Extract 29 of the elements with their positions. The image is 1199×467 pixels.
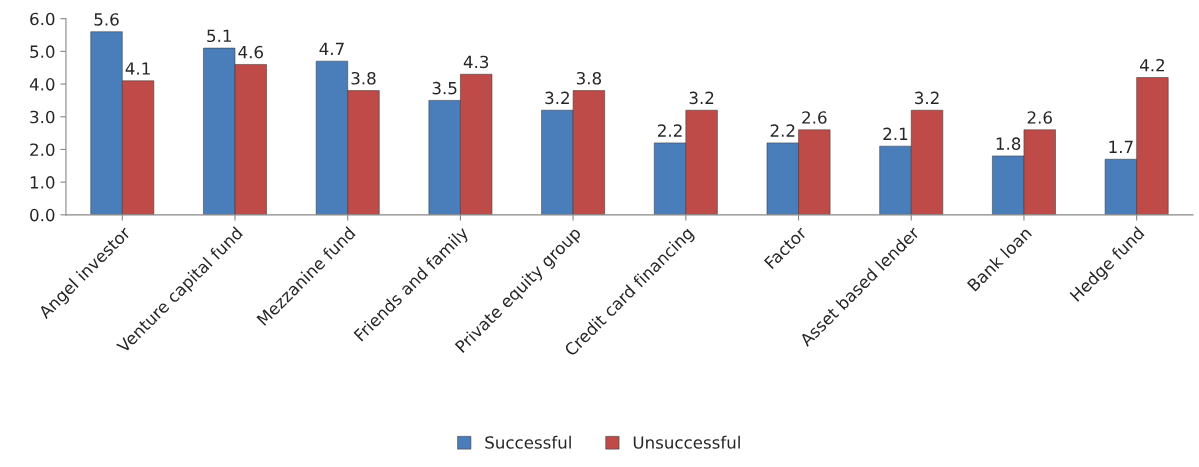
y-tick-label: 1.0 (30, 176, 55, 189)
data-label: 4.1 (125, 62, 150, 75)
data-label: 2.6 (802, 111, 827, 124)
data-label: 4.2 (1139, 58, 1165, 72)
legend-label: Successful (485, 435, 571, 449)
y-tick-label: 2.0 (30, 143, 55, 157)
y-tick-label: 3.0 (30, 110, 55, 124)
data-label: 1.7 (1109, 140, 1133, 153)
data-label: 3.2 (689, 91, 714, 105)
data-label: 2.1 (883, 127, 908, 140)
data-label: 3.2 (915, 91, 939, 105)
data-label: 3.8 (351, 71, 376, 85)
data-label: 1.8 (996, 137, 1021, 150)
data-label: 3.5 (432, 81, 457, 95)
data-label: 4.7 (319, 42, 344, 55)
data-label: 2.6 (1027, 111, 1052, 124)
data-label: 4.3 (463, 55, 489, 69)
y-tick-label: 5.0 (30, 45, 55, 58)
data-label: 3.8 (576, 71, 602, 85)
y-tick-label: 6.0 (30, 12, 55, 26)
data-label: 2.2 (658, 124, 682, 137)
data-label: 5.1 (207, 29, 231, 43)
data-label: 3.2 (545, 91, 569, 105)
data-label: 4.6 (238, 45, 263, 59)
y-tick-label: 4.0 (29, 78, 55, 91)
data-label: 2.2 (770, 124, 795, 137)
legend-label: Unsuccessful (633, 435, 740, 449)
y-tick-label: 0.0 (30, 208, 55, 222)
data-label: 5.6 (94, 13, 119, 26)
